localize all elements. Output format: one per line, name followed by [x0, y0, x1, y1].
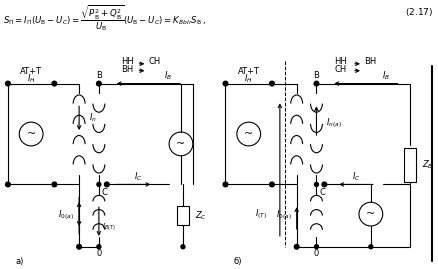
Circle shape: [52, 182, 57, 187]
Text: ВН: ВН: [363, 57, 375, 66]
Circle shape: [97, 245, 101, 249]
Text: НН: НН: [120, 57, 133, 66]
Text: C: C: [102, 188, 107, 197]
Text: б): б): [233, 257, 241, 266]
Text: НН: НН: [333, 57, 346, 66]
Text: $I_B$: $I_B$: [164, 69, 172, 82]
Text: 0: 0: [96, 249, 101, 258]
Circle shape: [5, 81, 11, 86]
Text: $S_{\Pi} = I_{\Pi}(U_{\rm B} - U_C) = \dfrac{\sqrt{P_{\rm B}^2 + Q_{\rm B}^2}}{U: $S_{\Pi} = I_{\Pi}(U_{\rm B} - U_C) = \d…: [3, 3, 205, 33]
Circle shape: [269, 182, 274, 187]
Text: $I_{0(a)}$: $I_{0(a)}$: [275, 209, 291, 222]
Text: ~: ~: [176, 139, 185, 149]
Text: ~: ~: [365, 209, 374, 219]
Circle shape: [96, 81, 101, 86]
Circle shape: [269, 81, 274, 86]
Bar: [177, 206, 188, 225]
Text: $I_H$: $I_H$: [244, 72, 253, 85]
Text: C: C: [319, 188, 325, 197]
Circle shape: [97, 182, 101, 186]
Circle shape: [223, 81, 227, 86]
Text: а): а): [16, 257, 24, 266]
Text: B: B: [313, 71, 319, 80]
Text: AT+T: AT+T: [20, 67, 42, 76]
Text: СН: СН: [333, 65, 346, 74]
Text: $(2.17)$: $(2.17)$: [405, 6, 433, 19]
Text: СН: СН: [148, 57, 160, 66]
Bar: [403, 148, 415, 182]
Text: $I_{n(a)}$: $I_{n(a)}$: [325, 116, 342, 130]
Text: AT+T: AT+T: [237, 67, 259, 76]
Circle shape: [314, 245, 318, 249]
Text: B: B: [96, 71, 102, 80]
Text: ~: ~: [244, 129, 253, 139]
Text: $I_{(T)}$: $I_{(T)}$: [254, 207, 266, 221]
Circle shape: [321, 182, 326, 187]
Text: $I_{B(T)}$: $I_{B(T)}$: [102, 222, 115, 232]
Circle shape: [5, 182, 11, 187]
Text: $I_H$: $I_H$: [27, 72, 35, 85]
Text: $Z_C$: $Z_C$: [194, 209, 206, 222]
Circle shape: [77, 244, 81, 249]
Circle shape: [104, 182, 109, 187]
Text: $I_{0(a)}$: $I_{0(a)}$: [58, 209, 74, 222]
Circle shape: [313, 81, 318, 86]
Text: ~: ~: [26, 129, 35, 139]
Circle shape: [223, 182, 227, 187]
Circle shape: [368, 245, 372, 249]
Text: $Z_B$: $Z_B$: [421, 159, 433, 171]
Text: $I_n$: $I_n$: [89, 112, 97, 125]
Text: $I_B$: $I_B$: [381, 69, 389, 82]
Circle shape: [52, 81, 57, 86]
Text: ВН: ВН: [120, 65, 133, 74]
Text: $I_C$: $I_C$: [134, 170, 142, 183]
Text: 0: 0: [313, 249, 318, 258]
Circle shape: [180, 245, 184, 249]
Text: $I_C$: $I_C$: [351, 170, 360, 183]
Circle shape: [314, 182, 318, 186]
Circle shape: [293, 244, 298, 249]
